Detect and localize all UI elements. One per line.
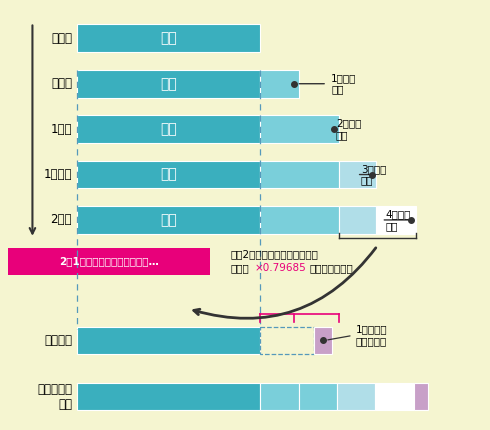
Text: 元本: 元本 bbox=[160, 31, 177, 45]
Text: 1年半後: 1年半後 bbox=[44, 168, 72, 181]
Text: 直前2回分の各利子（税引前）: 直前2回分の各利子（税引前） bbox=[230, 249, 318, 260]
Text: 購入時: 購入時 bbox=[51, 32, 72, 45]
Text: 2年1ヵ月後に中途換金すると…: 2年1ヵ月後に中途換金すると… bbox=[59, 256, 159, 267]
Text: ×0.79685: ×0.79685 bbox=[255, 263, 307, 273]
Text: が差し引かれる: が差し引かれる bbox=[309, 263, 353, 273]
Bar bbox=[260, 383, 299, 411]
Bar bbox=[8, 248, 210, 275]
Bar bbox=[260, 161, 339, 188]
Bar bbox=[260, 326, 314, 354]
Text: 受取金額の
合計: 受取金額の 合計 bbox=[37, 383, 72, 411]
Bar bbox=[260, 206, 339, 234]
Bar bbox=[260, 70, 299, 98]
Text: 3回目の
利子: 3回目の 利子 bbox=[361, 164, 386, 185]
Text: 1ヵ月分の
利子相当額: 1ヵ月分の 利子相当額 bbox=[356, 325, 388, 346]
Bar bbox=[77, 206, 260, 234]
Bar bbox=[339, 206, 376, 234]
Bar bbox=[339, 161, 376, 188]
Text: 半年後: 半年後 bbox=[51, 77, 72, 90]
Bar bbox=[337, 383, 374, 411]
Bar bbox=[77, 25, 260, 52]
Bar bbox=[374, 383, 414, 411]
Text: 1回目の
利子: 1回目の 利子 bbox=[331, 73, 356, 95]
Bar bbox=[77, 70, 260, 98]
Bar bbox=[77, 115, 260, 143]
Text: 2年後: 2年後 bbox=[50, 213, 72, 227]
Text: 元本: 元本 bbox=[160, 213, 177, 227]
Text: 2回目の
利子: 2回目の 利子 bbox=[336, 118, 361, 140]
Bar bbox=[260, 115, 339, 143]
Text: 元本: 元本 bbox=[160, 122, 177, 136]
Bar bbox=[314, 326, 332, 354]
Text: 元本: 元本 bbox=[160, 77, 177, 91]
Text: 相当額: 相当額 bbox=[230, 263, 249, 273]
Text: 換金金額: 換金金額 bbox=[44, 334, 72, 347]
Bar bbox=[77, 383, 260, 411]
Bar bbox=[414, 383, 428, 411]
Text: 1年後: 1年後 bbox=[50, 123, 72, 135]
Bar bbox=[299, 383, 337, 411]
Text: 4回目の
利子: 4回目の 利子 bbox=[386, 209, 411, 231]
Bar bbox=[376, 206, 416, 234]
Bar bbox=[77, 161, 260, 188]
Text: 元本: 元本 bbox=[160, 168, 177, 181]
Bar bbox=[77, 326, 260, 354]
